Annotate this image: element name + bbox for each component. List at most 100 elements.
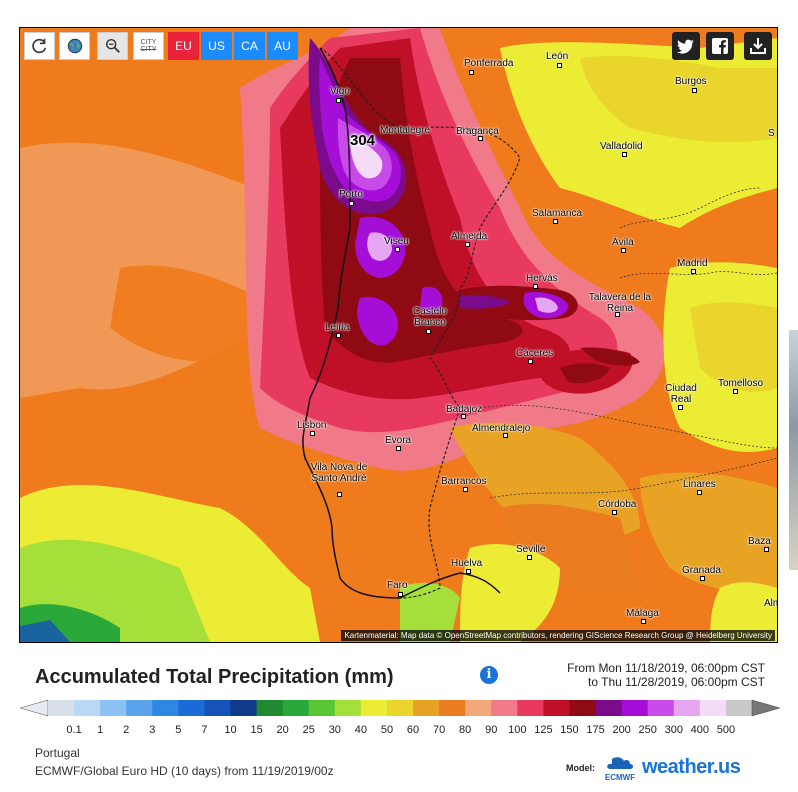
reload-icon xyxy=(31,38,46,54)
map-attribution: Kartenmaterial: Map data © OpenStreetMap… xyxy=(341,630,775,641)
region-ca-button[interactable]: CA xyxy=(234,32,265,60)
city-marker xyxy=(533,284,538,289)
city-label-montalegre: Montalegre xyxy=(380,125,431,136)
legend-tick-label: 30 xyxy=(328,724,341,736)
legend-tick-label: 15 xyxy=(250,724,263,736)
city-label-valladolid: Valladolid xyxy=(600,141,643,152)
city-marker xyxy=(396,446,401,451)
colorbar-swatch xyxy=(48,700,75,716)
colorbar-swatch xyxy=(673,700,701,716)
city-label-evora: Evora xyxy=(385,435,412,446)
colorbar-swatch xyxy=(152,700,179,716)
city-label-linares: Linares xyxy=(683,479,716,490)
colorbar-swatch xyxy=(308,700,336,716)
city-label-castelo-branco: Castelo Branco xyxy=(413,306,447,328)
facebook-share-button[interactable] xyxy=(706,32,734,60)
info-icon[interactable]: i xyxy=(480,666,498,684)
city-marker xyxy=(621,248,626,253)
city-label-caceres: Cáceres xyxy=(516,348,554,359)
city-marker xyxy=(349,201,354,206)
city-marker xyxy=(678,405,683,410)
colorbar-swatch xyxy=(465,700,492,716)
legend-tick-label: 0.1 xyxy=(66,724,82,736)
city-marker xyxy=(461,414,466,419)
city-label-porto: Porto xyxy=(339,189,363,200)
city-label-granada: Granada xyxy=(682,565,721,576)
city-marker xyxy=(764,547,769,552)
city-label-burgos: Burgos xyxy=(675,76,707,87)
colorbar-swatch xyxy=(178,700,205,716)
side-photo-strip xyxy=(789,330,798,570)
city-label-vila-nova: Vila Nova de Santo André xyxy=(310,462,368,484)
colorbar-swatch xyxy=(647,700,675,716)
city-label-salamanca: Salamanca xyxy=(532,208,583,219)
city-marker xyxy=(398,592,403,597)
city-label-ciudad-real: Ciudad Real xyxy=(665,383,697,405)
region-eu-button[interactable]: EU xyxy=(168,32,199,60)
region-au-button[interactable]: AU xyxy=(267,32,298,60)
precipitation-field xyxy=(20,28,777,642)
brand-main: weather. xyxy=(642,756,719,778)
city-toggle-strike: CITY xyxy=(140,46,157,53)
range-from: From Mon 11/18/2019, 06:00pm CST xyxy=(567,661,765,675)
city-marker xyxy=(528,359,533,364)
city-toggle-label: CITY xyxy=(140,39,157,46)
colorbar-swatch xyxy=(74,700,101,716)
city-label-almeida: Almeida xyxy=(451,231,488,242)
city-label-madrid: Madrid xyxy=(677,258,708,269)
colorbar-swatch xyxy=(699,700,727,716)
city-marker xyxy=(733,389,738,394)
time-range: From Mon 11/18/2019, 06:00pm CST to Thu … xyxy=(567,661,765,689)
city-marker xyxy=(463,487,468,492)
region-us-button[interactable]: US xyxy=(201,32,232,60)
colorbar-swatch xyxy=(439,700,466,716)
region-name: Portugal xyxy=(35,746,80,760)
city-label-almeria: Alm xyxy=(764,598,777,609)
city-label-vigo: Vigo xyxy=(330,86,350,97)
city-labels-toggle[interactable]: CITY CITY xyxy=(133,32,164,60)
city-label-huelva: Huelva xyxy=(451,558,483,569)
model-run: ECMWF/Global Euro HD (10 days) from 11/1… xyxy=(35,764,334,778)
city-label-almendralejo: Almendralejo xyxy=(472,423,531,434)
colorbar-swatch xyxy=(360,700,388,716)
legend-tick-label: 50 xyxy=(380,724,394,736)
colorbar-swatch xyxy=(569,700,597,716)
legend-tick-label: 500 xyxy=(716,724,736,736)
city-label-tomelloso: Tomelloso xyxy=(718,378,764,389)
city-marker xyxy=(615,312,620,317)
city-label-leon: León xyxy=(546,51,569,62)
download-button[interactable] xyxy=(744,32,772,60)
globe-icon xyxy=(67,38,82,54)
city-label-talavera: Talavera de la Reina xyxy=(588,292,652,314)
city-marker xyxy=(426,329,431,334)
ecmwf-logo: ECMWF xyxy=(605,757,635,782)
legend-tick-label: 200 xyxy=(612,724,631,736)
city-label-santander: S xyxy=(768,128,775,139)
max-value-label: 304 xyxy=(350,132,376,149)
city-label-badajoz: Badajoz xyxy=(446,404,483,415)
reset-button[interactable] xyxy=(24,32,55,60)
zoom-out-icon xyxy=(105,38,120,53)
legend-tick-label: 5 xyxy=(175,724,182,736)
download-icon xyxy=(750,38,766,54)
city-label-malaga: Málaga xyxy=(626,608,659,619)
city-marker xyxy=(478,136,483,141)
globe-button[interactable] xyxy=(59,32,90,60)
weather-us-logo[interactable]: weather.us xyxy=(642,756,741,779)
legend-tick-label: 2 xyxy=(123,724,130,736)
colorbar-max-arrow xyxy=(751,699,780,717)
city-label-leiria: Leiria xyxy=(325,322,350,333)
colorbar-swatch xyxy=(126,700,153,716)
city-marker xyxy=(697,490,702,495)
legend-tick-label: 20 xyxy=(276,724,289,736)
city-marker xyxy=(622,152,627,157)
city-label-faro: Faro xyxy=(387,580,408,591)
city-marker xyxy=(692,88,697,93)
precipitation-map[interactable]: CITY CITY EU US CA AU León Ponferrada Vi… xyxy=(19,27,778,643)
legend-tick-label: 60 xyxy=(406,724,420,736)
zoom-out-button[interactable] xyxy=(97,32,128,60)
legend-tick-label: 125 xyxy=(534,724,553,736)
colorbar-swatch xyxy=(595,700,623,716)
twitter-share-button[interactable] xyxy=(672,32,700,60)
city-label-lisbon: Lisbon xyxy=(297,420,327,431)
